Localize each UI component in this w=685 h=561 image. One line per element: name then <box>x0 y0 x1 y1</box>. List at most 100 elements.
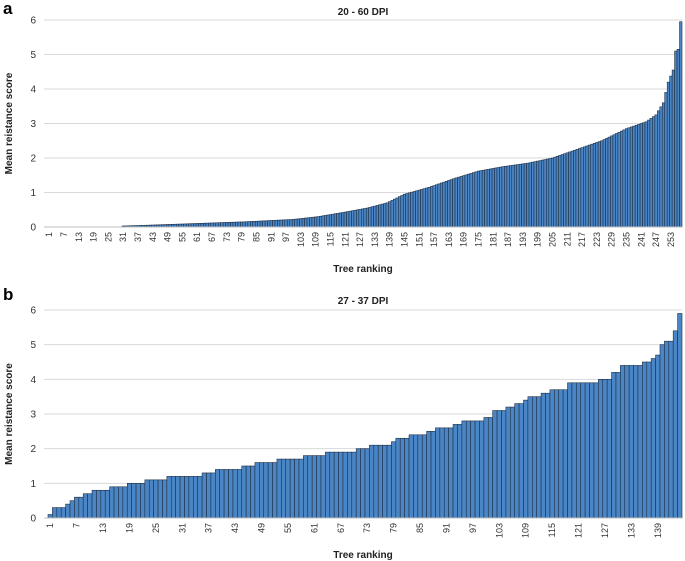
bar <box>358 209 362 228</box>
bar <box>457 176 461 228</box>
bar <box>553 156 557 228</box>
bar <box>250 465 256 519</box>
x-tick-label: 55 <box>283 523 293 533</box>
x-tick-label: 67 <box>336 523 346 533</box>
bar <box>668 340 674 519</box>
bars <box>121 21 683 228</box>
bar <box>395 197 399 228</box>
bar <box>56 507 62 519</box>
bar <box>333 451 339 519</box>
bar <box>249 221 254 228</box>
bar <box>348 210 352 228</box>
bar <box>198 223 202 228</box>
x-tick-label: 103 <box>296 232 306 247</box>
bar <box>399 437 405 519</box>
bar <box>580 147 584 228</box>
x-tick-label: 85 <box>251 232 261 242</box>
x-tick-label: 247 <box>651 232 661 247</box>
bar <box>104 489 110 519</box>
bar <box>131 483 137 519</box>
bar <box>286 219 291 228</box>
x-tick-label: 169 <box>459 232 469 247</box>
bar <box>554 389 560 519</box>
bar <box>321 215 325 228</box>
bar <box>365 207 370 228</box>
bar <box>606 379 612 519</box>
panel-letter: a <box>3 0 13 18</box>
x-tick-label: 43 <box>230 523 240 533</box>
x-tick-label: 91 <box>266 232 276 242</box>
bar <box>555 155 559 228</box>
bar <box>272 220 276 228</box>
bar <box>415 190 419 228</box>
bar <box>100 489 106 519</box>
bar <box>629 126 633 228</box>
bar <box>285 458 291 519</box>
bar <box>369 444 375 519</box>
y-tick-label: 0 <box>30 223 36 234</box>
x-tick-label: 139 <box>385 232 395 247</box>
bar <box>627 127 631 228</box>
bar <box>533 161 537 228</box>
bar <box>360 448 366 519</box>
bar <box>592 143 596 228</box>
bar <box>351 210 355 228</box>
bar <box>610 135 614 228</box>
bar <box>395 437 401 519</box>
bar <box>620 365 626 519</box>
bar <box>245 221 249 228</box>
bar <box>664 92 668 228</box>
x-tick-label: 43 <box>148 232 158 242</box>
y-tick-label: 5 <box>30 340 36 351</box>
x-tick-label: 223 <box>592 232 602 247</box>
bar <box>657 110 661 228</box>
x-tick-label: 103 <box>494 523 504 538</box>
bar <box>113 486 119 519</box>
bar <box>215 222 219 228</box>
x-axis-title: Tree ranking <box>333 264 392 275</box>
y-tick-label: 6 <box>30 16 36 27</box>
bar <box>417 434 423 519</box>
bar <box>351 451 357 519</box>
bar <box>252 221 256 228</box>
bar <box>509 406 515 519</box>
bar <box>338 212 342 228</box>
bar <box>291 219 296 228</box>
bar <box>526 162 530 228</box>
chart-title: 20 - 60 DPI <box>338 7 389 18</box>
bar <box>439 182 444 228</box>
bar <box>179 476 185 519</box>
bar <box>550 157 555 228</box>
bar <box>210 472 216 519</box>
bar <box>284 219 288 228</box>
x-tick-label: 217 <box>577 232 587 247</box>
bar <box>492 410 498 519</box>
x-axis-title: Tree ranking <box>333 550 392 561</box>
bar <box>386 444 392 519</box>
y-tick-label: 4 <box>30 85 36 96</box>
bar <box>583 146 587 228</box>
x-tick-label: 97 <box>468 523 478 533</box>
bar <box>245 465 251 519</box>
bar <box>326 214 330 228</box>
bar <box>400 195 404 228</box>
y-tick-label: 0 <box>30 514 36 525</box>
bar <box>282 219 286 228</box>
bar <box>140 483 146 519</box>
bar <box>311 216 315 228</box>
panel-letter: b <box>3 285 13 304</box>
bar <box>274 219 278 228</box>
bar <box>390 200 394 228</box>
bar <box>410 191 414 228</box>
bar <box>483 417 489 519</box>
x-tick-label: 181 <box>488 232 498 247</box>
bar <box>474 420 480 519</box>
bar <box>532 396 538 519</box>
bar <box>558 155 562 228</box>
bar <box>584 382 590 519</box>
bar <box>388 201 392 228</box>
bar <box>135 483 141 519</box>
y-tick-label: 4 <box>30 375 36 386</box>
bar <box>506 165 510 228</box>
bar <box>509 165 513 228</box>
